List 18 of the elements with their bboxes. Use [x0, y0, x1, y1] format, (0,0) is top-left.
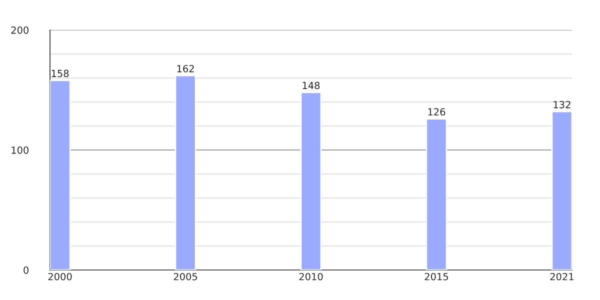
- x-tick-label: 2000: [48, 272, 72, 280]
- x-tick-label: 2015: [424, 272, 448, 280]
- y-tick-label: 0: [24, 266, 29, 274]
- data-label: 158: [52, 70, 69, 78]
- bar: [426, 118, 448, 270]
- bar: [551, 110, 572, 270]
- x-tick-label: 2010: [299, 272, 323, 280]
- data-label: 148: [302, 82, 320, 90]
- y-tick-label: 200: [11, 26, 29, 34]
- data-label: 132: [554, 100, 570, 108]
- x-tick-label: 2021: [550, 272, 574, 280]
- data-label: 162: [177, 64, 194, 72]
- bar: [174, 74, 196, 270]
- data-label: 126: [428, 108, 446, 116]
- x-tick-label: 2005: [174, 272, 198, 280]
- bar: [50, 80, 71, 270]
- y-tick-label: 100: [12, 146, 29, 154]
- bar: [300, 92, 322, 270]
